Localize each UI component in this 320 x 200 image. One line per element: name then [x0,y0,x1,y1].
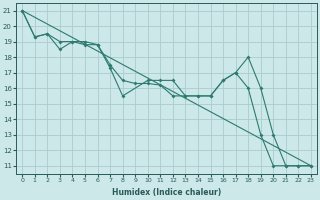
X-axis label: Humidex (Indice chaleur): Humidex (Indice chaleur) [112,188,221,197]
